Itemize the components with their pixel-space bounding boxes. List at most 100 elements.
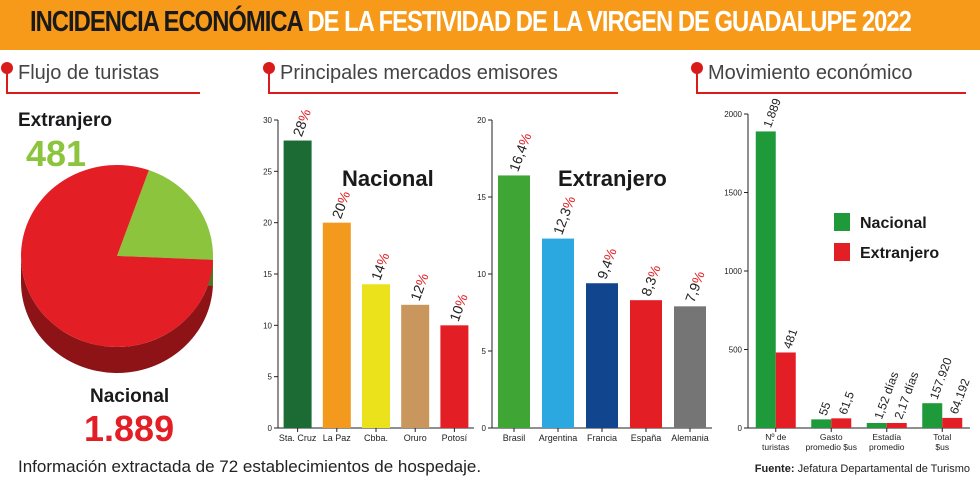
pie-label-extranjero: Extranjero — [18, 110, 112, 131]
x-tick-label: Francia — [587, 433, 617, 443]
value-number: 14 — [368, 262, 388, 282]
bar-extranjero-3 — [942, 417, 963, 428]
y-tick-label: 5 — [268, 373, 273, 382]
section-underline — [696, 92, 966, 94]
x-tick-label: Argentina — [539, 433, 578, 443]
section-header-mercados: Principales mercados emisores — [262, 60, 618, 94]
value-label: 16,4% — [506, 131, 535, 174]
value-percent: % — [515, 131, 534, 148]
chart-title: Nacional — [342, 166, 434, 191]
pie-slice-nacional — [21, 165, 213, 347]
bar-la-paz — [322, 222, 351, 428]
pie-value-extranjero: 481 — [26, 133, 86, 174]
value-number: 10 — [446, 303, 466, 323]
y-tick-label: 500 — [729, 346, 743, 355]
y-tick-label: 15 — [263, 270, 272, 279]
legend-swatch-nacional — [834, 213, 850, 231]
title-banner: INCIDENCIA ECONÓMICA DE LA FESTIVIDAD DE… — [0, 0, 980, 50]
section-header-movimiento: Movimiento económico — [690, 60, 966, 94]
y-tick-label: 30 — [263, 116, 272, 125]
pin-icon — [263, 62, 275, 74]
x-tick-label: Nº de — [765, 432, 786, 442]
pie-value-nacional: 1.889 — [84, 408, 174, 449]
x-tick-label: España — [631, 433, 662, 443]
y-tick-label: 10 — [263, 321, 272, 330]
bar-espa-a — [630, 300, 662, 428]
value-number: 20 — [329, 200, 349, 220]
x-tick-label: Oruro — [404, 433, 427, 443]
value-label: 20% — [329, 189, 354, 221]
bar-alemania — [674, 306, 706, 428]
value-label: 157.920 — [927, 355, 955, 401]
bar-nacional-3 — [922, 403, 943, 428]
value-label: 64.192 — [947, 376, 973, 416]
y-tick-label: 10 — [477, 270, 486, 279]
value-label: 1.889 — [760, 96, 784, 129]
y-tick-label: 1500 — [724, 189, 742, 198]
bar-francia — [586, 283, 618, 428]
bar-brasil — [498, 175, 530, 428]
y-tick-label: 2000 — [724, 110, 742, 119]
bar-oruro — [401, 304, 430, 428]
x-tick-label: Total — [933, 432, 951, 442]
value-label: 9,4% — [594, 246, 620, 281]
value-percent: % — [600, 246, 619, 263]
value-label: 7,9% — [682, 269, 708, 304]
section-underline — [268, 92, 618, 94]
title-part-1: INCIDENCIA ECONÓMICA — [30, 6, 303, 38]
y-tick-label: 0 — [738, 424, 743, 433]
section-underline — [6, 92, 200, 94]
x-tick-label: Estadía — [872, 432, 901, 442]
pin-icon — [691, 62, 703, 74]
value-label: 12% — [407, 271, 432, 303]
legend-label-extranjero: Extranjero — [860, 245, 939, 262]
x-tick-label: promedio $us — [805, 442, 857, 452]
value-percent: % — [412, 271, 431, 288]
source-text: Jefatura Departamental de Turismo — [797, 463, 970, 475]
bar-cbba- — [362, 284, 390, 428]
value-label: 481 — [780, 327, 800, 351]
legend-swatch-extranjero — [834, 243, 850, 261]
y-tick-label: 25 — [263, 167, 272, 176]
bar-extranjero-0 — [775, 352, 796, 428]
bar-chart-nacional: 0 5 10 15 20 25 30 Sta. Cruz 28% La Paz 20% Cbba. 14… — [263, 107, 474, 443]
value-label: 55 — [816, 400, 834, 418]
value-percent: % — [452, 292, 471, 309]
bar-argentina — [542, 238, 574, 428]
source-note: Fuente: Jefatura Departamental de Turism… — [755, 463, 970, 475]
value-label: 61,5 — [836, 389, 857, 416]
x-tick-label: Gasto — [820, 432, 843, 442]
x-tick-label: promedio — [869, 442, 905, 452]
value-percent: % — [688, 269, 707, 286]
section-marker — [268, 70, 270, 94]
y-tick-label: 0 — [268, 424, 273, 433]
value-number: 12 — [407, 283, 427, 303]
value-label: 8,3% — [638, 263, 664, 298]
y-tick-label: 5 — [482, 347, 487, 356]
x-tick-label: Alemania — [671, 433, 709, 443]
bar-nacional-2 — [866, 423, 887, 428]
bar-chart-extranjero: 0 5 10 15 20 Brasil 16,4% Argentina 12,3% Francia… — [477, 116, 712, 443]
y-tick-label: 1000 — [724, 267, 742, 276]
x-tick-label: Potosí — [442, 433, 468, 443]
pie-slice-extranjero — [117, 170, 214, 260]
value-percent: % — [644, 263, 663, 280]
title-text: INCIDENCIA ECONÓMICA DE LA FESTIVIDAD DE… — [30, 6, 912, 39]
value-percent: % — [334, 189, 353, 206]
value-percent: % — [295, 107, 314, 124]
y-tick-label: 20 — [477, 116, 486, 125]
legend-label-nacional: Nacional — [860, 215, 927, 232]
value-label: 28% — [289, 107, 314, 139]
section-marker — [696, 70, 698, 94]
bar-nacional-0 — [755, 131, 776, 428]
pin-icon — [1, 62, 13, 74]
section-header-flujo: Flujo de turistas — [0, 60, 200, 94]
y-tick-label: 15 — [477, 193, 486, 202]
section-title-flujo: Flujo de turistas — [18, 62, 160, 84]
x-tick-label: Brasil — [503, 433, 526, 443]
footer-note: Información extractada de 72 establecimi… — [18, 457, 482, 476]
y-tick-label: 20 — [263, 219, 272, 228]
